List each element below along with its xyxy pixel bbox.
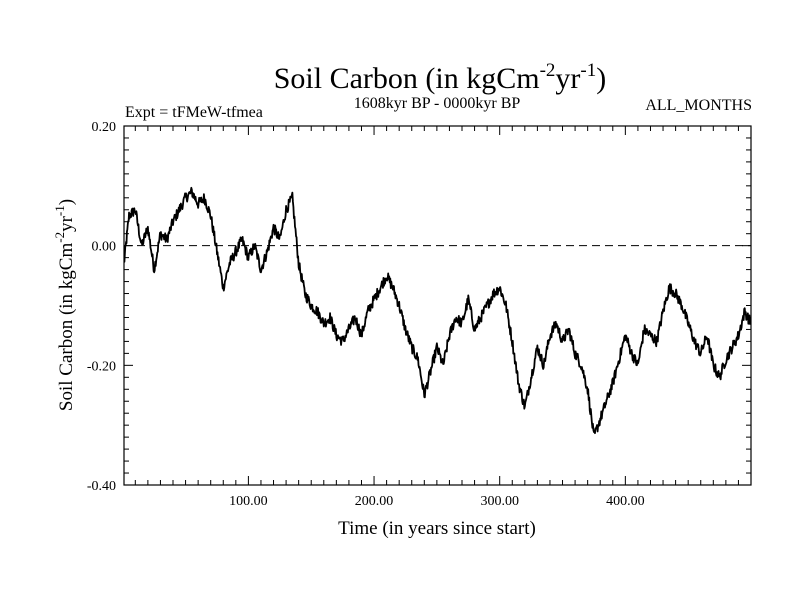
- y-axis-label-exp1: -2: [52, 232, 67, 243]
- data-series: [123, 186, 752, 435]
- y-tick-label: 0.20: [92, 120, 117, 135]
- plot-frame: [123, 125, 752, 486]
- chart-title-main: Soil Carbon (in kgCm: [274, 62, 540, 95]
- y-tick-label: -0.20: [87, 359, 116, 374]
- chart-title-end: ): [596, 62, 606, 95]
- y-tick-label: -0.40: [87, 479, 116, 494]
- chart-title-mid: yr: [555, 62, 580, 95]
- x-tick-label: 300.00: [480, 494, 519, 509]
- y-axis-label: Soil Carbon (in kgCm-2yr-1): [52, 199, 77, 411]
- series-line: [123, 186, 752, 435]
- months-label: ALL_MONTHS: [645, 97, 752, 114]
- y-axis-label-end: ): [56, 199, 77, 205]
- x-tick-label: 200.00: [355, 494, 394, 509]
- x-axis-label: Time (in years since start): [338, 518, 536, 539]
- y-tick-label: 0.00: [92, 240, 117, 255]
- y-axis-label-mid: yr: [56, 215, 77, 232]
- y-axis: 0.20 0.00 -0.20 -0.40: [87, 120, 751, 494]
- chart-title: Soil Carbon (in kgCm-2yr-1): [274, 60, 607, 95]
- y-axis-label-exp2: -1: [52, 205, 67, 216]
- experiment-label: Expt = tFMeW-tfmea: [125, 104, 263, 121]
- y-axis-label-main: Soil Carbon (in kgCm: [56, 243, 77, 412]
- chart-title-exp2: -1: [580, 60, 596, 81]
- x-axis: 100.00 200.00 300.00 400.00: [134, 126, 752, 509]
- time-range-label: 1608kyr BP - 0000kyr BP: [354, 95, 521, 112]
- x-tick-label: 400.00: [606, 494, 645, 509]
- chart-title-exp1: -2: [540, 60, 556, 81]
- x-tick-label: 100.00: [229, 494, 268, 509]
